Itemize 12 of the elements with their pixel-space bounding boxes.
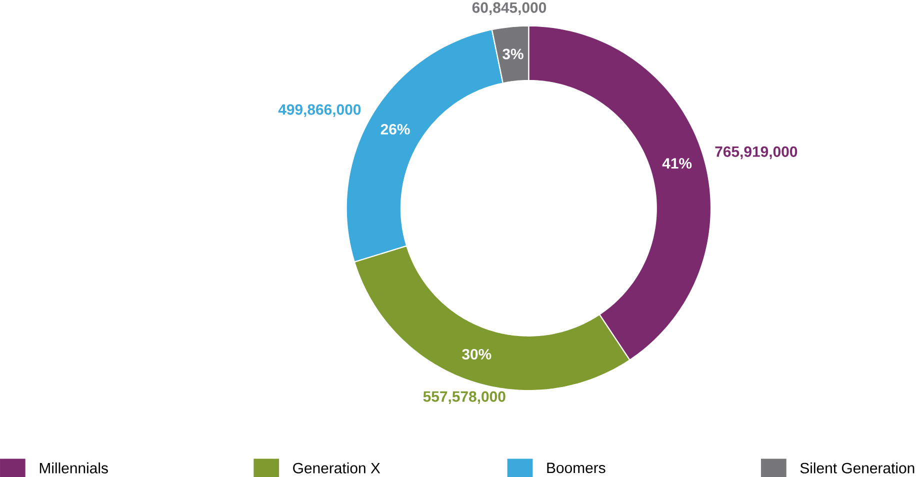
legend-label: Silent Generation bbox=[800, 462, 914, 474]
text: 26% bbox=[380, 124, 410, 134]
data-label: 499,866,000 bbox=[278, 104, 361, 117]
text: 30% bbox=[462, 348, 492, 360]
text: 41% bbox=[662, 158, 692, 168]
data-label: 60,845,000 bbox=[472, 2, 546, 15]
data-label: 765,919,000 bbox=[715, 146, 798, 159]
legend-label: Generation X bbox=[293, 462, 380, 474]
text: 3% bbox=[502, 48, 524, 60]
legend-label: Boomers bbox=[547, 462, 606, 474]
data-label: 557,578,000 bbox=[423, 391, 506, 404]
legend-label: Millennials bbox=[40, 462, 108, 474]
